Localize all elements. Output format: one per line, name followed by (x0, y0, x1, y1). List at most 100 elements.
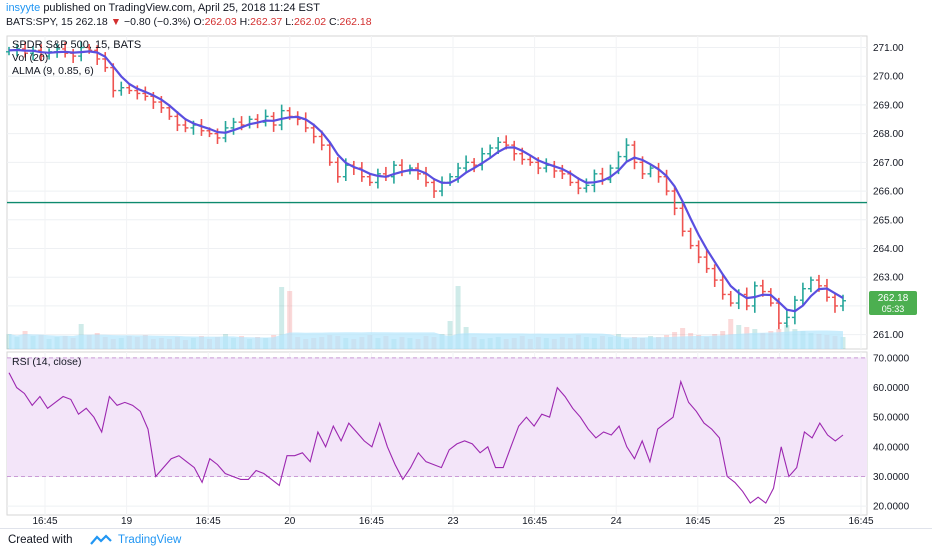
time-tick-label: 16:45 (32, 516, 57, 527)
time-tick-label: 16:45 (848, 516, 873, 527)
legend-vol: Vol (20) (12, 52, 48, 64)
price-tick-label: 261.00 (873, 330, 904, 341)
ohlc-bar (727, 290, 734, 307)
ohlc-bar (142, 86, 149, 101)
ohlc-bar (671, 186, 678, 216)
price-tick-label: 271.00 (873, 43, 904, 54)
price-tick-label: 268.00 (873, 129, 904, 140)
ohlc-bar (390, 160, 397, 184)
low-label: L: (285, 16, 294, 28)
ohlc-bar (695, 240, 702, 264)
ohlc-bar (118, 81, 125, 96)
ohlc-bar (326, 141, 333, 166)
publish-text: published on TradingView.com, April 25, … (43, 2, 320, 14)
time-tick-label: 25 (774, 516, 786, 527)
ohlc-bar (374, 168, 381, 189)
ohlc-bar (623, 138, 630, 161)
ohlc-bar (575, 177, 582, 195)
price-tick-label: 267.00 (873, 158, 904, 169)
ohlc-bar (414, 162, 421, 180)
ohlc-bar (807, 276, 814, 293)
ohlc-bar (607, 164, 614, 184)
legend-rsi: RSI (14, close) (12, 356, 81, 368)
created-with-text: Created with (8, 534, 73, 546)
rsi-tick-label: 40.0000 (873, 442, 910, 453)
ohlc-bar (799, 282, 806, 306)
ohlc-header: BATS:SPY, 15 262.18 ▼ −0.80 (−0.3%) O:26… (6, 16, 372, 28)
open-value: 262.03 (204, 16, 237, 28)
time-tick-label: 23 (447, 516, 459, 527)
ohlc-bar (583, 178, 590, 193)
ohlc-bar (126, 84, 133, 95)
alma-line (8, 48, 844, 313)
tradingview-brand[interactable]: TradingView (118, 534, 182, 546)
change-text: −0.80 (−0.3%) (124, 16, 191, 28)
ohlc-bar (823, 278, 830, 302)
time-tick-label: 24 (611, 516, 623, 527)
ohlc-bar (102, 52, 109, 72)
last-price: 262.18 (75, 16, 108, 28)
volume-ma-area (9, 330, 843, 349)
price-tick-label: 265.00 (873, 215, 904, 226)
ohlc-bar (431, 178, 438, 198)
close-value: 262.18 (339, 16, 372, 28)
volume-bar (279, 287, 285, 349)
ohlc-bar (463, 155, 470, 173)
ohlc-bar (366, 173, 373, 186)
ohlc-bar (831, 293, 838, 313)
time-tick-label: 16:45 (196, 516, 221, 527)
ohlc-bar (527, 156, 534, 166)
price-grid (7, 46, 867, 336)
close-label: C: (329, 16, 340, 28)
open-label: O: (193, 16, 205, 28)
price-pane[interactable] (6, 35, 868, 350)
ohlc-bar (591, 169, 598, 193)
legend-alma: ALMA (9, 0.85, 6) (12, 65, 94, 77)
time-axis[interactable]: 16:45 19 16:45 20 16:45 23 16:45 24 16:45 25 16:45 (32, 516, 873, 527)
ohlc-bar (631, 140, 638, 170)
ohlc-bar (278, 104, 285, 131)
ohlc-bar (511, 140, 518, 161)
down-arrow-icon: ▼ (110, 16, 122, 28)
publish-header: insyyte published on TradingView.com, Ap… (6, 2, 320, 14)
footer: Created with TradingView (0, 528, 932, 551)
low-value: 262.02 (293, 16, 327, 28)
ohlc-bar (270, 112, 277, 132)
rsi-band (7, 357, 867, 477)
ohlc-bar (559, 164, 566, 180)
chart-svg[interactable]: 261.00262.00263.00264.00265.00266.00267.… (0, 0, 932, 528)
legend-title: SPDR S&P 500, 15, BATS (12, 39, 141, 51)
ohlc-bar (703, 250, 710, 273)
ohlc-bar (182, 118, 189, 133)
time-tick-label: 19 (121, 516, 133, 527)
volume-bar (447, 321, 453, 349)
ohlc-bar (334, 157, 341, 183)
ohlc-bar (94, 45, 101, 66)
ohlc-bar (679, 202, 686, 237)
time-tick-label: 16:45 (522, 516, 547, 527)
price-badge-value: 262.18 (878, 293, 909, 304)
price-tick-label: 269.00 (873, 100, 904, 111)
ohlc-bar (647, 164, 654, 178)
price-badge-countdown: 05:33 (882, 304, 905, 314)
high-label: H: (239, 16, 251, 28)
rsi-tick-label: 70.0000 (873, 353, 910, 364)
time-tick-label: 20 (284, 516, 296, 527)
x-grid (44, 36, 862, 515)
price-badge-bg (869, 291, 917, 315)
volume-bar (287, 291, 293, 349)
price-tick-label: 266.00 (873, 187, 904, 198)
rsi-axis[interactable]: 20.0000 30.0000 40.0000 50.0000 60.0000 70.00… (873, 353, 910, 512)
ohlc-bar (62, 42, 69, 58)
ohlc-bar (719, 274, 726, 300)
ohlc-bar (174, 111, 181, 132)
price-tick-label: 264.00 (873, 244, 904, 255)
ohlc-bar (230, 117, 237, 135)
price-tick-label: 270.00 (873, 72, 904, 83)
time-tick-label: 16:45 (685, 516, 710, 527)
price-badge: 262.18 05:33 (869, 291, 917, 315)
volume-bar (728, 319, 734, 349)
author-link[interactable]: insyyte (6, 2, 41, 14)
symbol-text: BATS:SPY, 15 (6, 16, 73, 28)
rsi-tick-label: 20.0000 (873, 502, 910, 513)
